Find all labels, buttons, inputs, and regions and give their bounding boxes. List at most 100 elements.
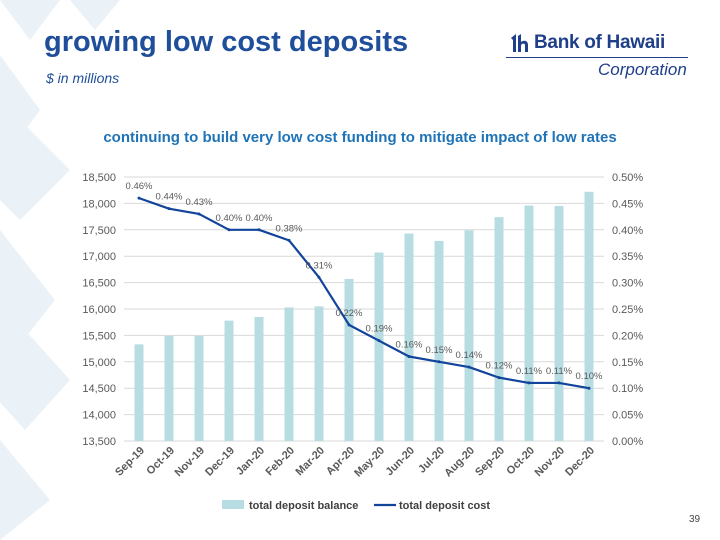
y-right-tick-label: 0.25%: [612, 304, 643, 316]
legend-label: total deposit cost: [399, 500, 490, 512]
slide-subtitle: $ in millions: [46, 70, 120, 86]
x-tick-label: Jun-20: [384, 445, 418, 479]
bar: [584, 191, 594, 441]
y-left-tick-label: 15,000: [82, 357, 116, 369]
bar: [404, 233, 414, 441]
bar: [554, 206, 564, 441]
line-data-label: 0.31%: [306, 260, 333, 271]
x-tick-label: Dec-19: [203, 445, 237, 479]
line-data-label: 0.15%: [426, 345, 453, 356]
y-right-tick-label: 0.30%: [612, 278, 643, 290]
line-point: [287, 238, 291, 242]
deposit-chart: 13,500 14,000 14,500 15,000 15,500 16,000 16,5…: [82, 172, 643, 512]
y-right-tick-label: 0.50%: [612, 172, 643, 184]
legend-swatch-bar: [222, 500, 244, 509]
line-point: [497, 376, 501, 380]
y-left-tick-label: 13,500: [82, 436, 116, 448]
bar: [134, 344, 144, 441]
x-tick-label: Nov-20: [533, 445, 567, 479]
line-point: [587, 386, 591, 390]
y-right-tick-label: 0.15%: [612, 357, 643, 369]
x-tick-label: Dec-20: [563, 445, 597, 479]
line-point: [557, 381, 561, 385]
x-tick-label: Mar-20: [294, 445, 328, 479]
bar: [254, 316, 264, 441]
chart-title: continuing to build very low cost fundin…: [103, 129, 617, 146]
line-point: [347, 323, 351, 327]
y-right-tick-label: 0.40%: [612, 225, 643, 237]
line-series: [138, 197, 590, 390]
line-point: [437, 360, 441, 364]
line-point: [227, 228, 231, 232]
bar: [194, 335, 204, 441]
y-left-tick-label: 15,500: [82, 330, 116, 342]
logo-divider: [506, 57, 688, 58]
y-right-tick-label: 0.00%: [612, 436, 643, 448]
line-point: [257, 228, 261, 232]
line-data-label: 0.40%: [216, 213, 243, 224]
bar: [374, 252, 384, 441]
page-number: 39: [689, 514, 701, 525]
x-tick-label: May-20: [352, 445, 387, 480]
y-right-tick-label: 0.35%: [612, 251, 643, 263]
line-data-label: 0.10%: [576, 371, 603, 382]
y-left-tick-label: 18,000: [82, 198, 116, 210]
line-data-label: 0.12%: [486, 361, 513, 372]
line-data-label: 0.14%: [456, 350, 483, 361]
line-data-label: 0.40%: [246, 213, 273, 224]
line-data-label: 0.44%: [156, 192, 183, 203]
line-data-label: 0.11%: [546, 366, 573, 377]
line-point: [527, 381, 531, 385]
y-right-tick-label: 0.20%: [612, 330, 643, 342]
line-data-label: 0.22%: [336, 308, 363, 319]
slide-title: growing low cost deposits: [44, 26, 409, 58]
y-right-tick-label: 0.10%: [612, 383, 643, 395]
bar: [164, 335, 174, 441]
y-left-tick-label: 16,500: [82, 278, 116, 290]
line-point: [137, 196, 141, 200]
y-right-tick-label: 0.45%: [612, 198, 643, 210]
bar: [314, 306, 324, 441]
y-left-tick-label: 16,000: [82, 304, 116, 316]
y-left-tick-label: 14,500: [82, 383, 116, 395]
x-tick-label: Oct-19: [144, 445, 177, 478]
x-tick-label: Feb-20: [264, 445, 298, 479]
y-left-tick-label: 17,000: [82, 251, 116, 263]
y-left-tick-label: 14,000: [82, 410, 116, 422]
logo-brand-name: Bank of Hawaii: [534, 32, 665, 53]
line-point: [167, 207, 171, 211]
x-tick-label: Sep-19: [113, 445, 147, 479]
company-logo: Bank of Hawaii Corporation: [506, 30, 696, 80]
boh-emblem-icon: [511, 34, 528, 52]
line-point: [407, 355, 411, 359]
line-point: [467, 365, 471, 369]
line-data-label: 0.46%: [126, 181, 153, 192]
line-data-label: 0.11%: [516, 366, 543, 377]
x-tick-label: Nov-19: [173, 445, 207, 479]
line-data-label: 0.19%: [366, 324, 393, 335]
x-tick-label: Sep-20: [473, 445, 507, 479]
x-tick-label: Oct-20: [504, 445, 537, 478]
line-data-label: 0.16%: [396, 340, 423, 351]
logo-corporation: Corporation: [598, 60, 687, 79]
bar: [344, 278, 354, 441]
bar: [524, 205, 534, 441]
legend-label: total deposit balance: [249, 500, 358, 512]
bar: [434, 240, 444, 441]
x-tick-label: Jan-20: [234, 445, 267, 478]
line-data-label: 0.38%: [276, 223, 303, 234]
line-data-label: 0.43%: [186, 197, 213, 208]
line-point: [377, 339, 381, 343]
x-tick-label: Aug-20: [442, 445, 477, 480]
x-tick-label: Apr-20: [324, 445, 357, 478]
bar: [494, 217, 504, 441]
y-left-tick-label: 17,500: [82, 225, 116, 237]
line-point: [317, 275, 321, 279]
bar: [284, 307, 294, 441]
y-right-tick-label: 0.05%: [612, 410, 643, 422]
y-left-tick-label: 18,500: [82, 172, 116, 184]
line-point: [197, 212, 201, 216]
bar: [224, 320, 234, 441]
bar: [464, 230, 474, 441]
